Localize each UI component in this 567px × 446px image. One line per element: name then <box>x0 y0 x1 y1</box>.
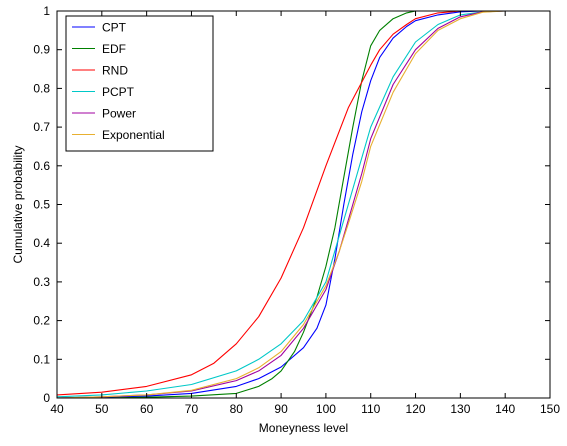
x-tick-label: 130 <box>450 402 470 416</box>
legend-label-cpt: CPT <box>102 21 127 35</box>
x-tick-label: 70 <box>185 402 199 416</box>
y-tick-label: 0.8 <box>33 81 50 95</box>
x-axis-label: Moneyness level <box>259 421 348 435</box>
x-tick-label: 110 <box>361 402 380 416</box>
y-tick-label: 0.2 <box>33 314 50 328</box>
x-tick-label: 100 <box>316 402 336 416</box>
y-axis-label: Cumulative probability <box>11 145 25 263</box>
y-tick-label: 0.3 <box>33 275 50 289</box>
x-tick-label: 60 <box>140 402 154 416</box>
x-tick-label: 140 <box>495 402 515 416</box>
series-layer <box>56 10 550 399</box>
series-line-cpt <box>56 10 550 399</box>
ticks-layer: 40 50 60 70 80 90 100 110 120 130 140 150 0 0.1 0.2 0.3… <box>33 4 560 416</box>
x-tick-label: 150 <box>540 402 560 416</box>
y-tick-label: 0.1 <box>33 352 50 366</box>
x-tick-label: 50 <box>95 402 109 416</box>
legend-box <box>65 15 214 152</box>
legend-label-pcpt: PCPT <box>102 85 135 99</box>
y-tick-label: 0.6 <box>33 159 50 173</box>
series-line-exponential <box>56 10 550 399</box>
legend-label-power: Power <box>102 107 136 121</box>
y-tick-label: 1 <box>43 4 50 18</box>
y-tick-label: 0.5 <box>33 198 50 212</box>
legend-label-rnd: RND <box>102 64 128 78</box>
y-tick-label: 0.9 <box>33 43 50 57</box>
y-tick-label: 0.7 <box>33 120 50 134</box>
y-tick-label: 0.4 <box>33 236 50 250</box>
x-tick-label: 90 <box>274 402 288 416</box>
x-tick-label: 40 <box>50 402 64 416</box>
legend-label-exponential: Exponential <box>102 128 165 142</box>
series-line-rnd <box>56 10 550 396</box>
x-tick-label: 80 <box>230 402 244 416</box>
legend: CPT EDF RND PCPT Power Exponential <box>65 15 214 152</box>
legend-label-edf: EDF <box>102 42 126 56</box>
series-line-power <box>56 10 550 399</box>
y-tick-label: 0 <box>43 391 50 405</box>
series-line-pcpt <box>56 10 550 398</box>
x-tick-label: 120 <box>406 402 426 416</box>
